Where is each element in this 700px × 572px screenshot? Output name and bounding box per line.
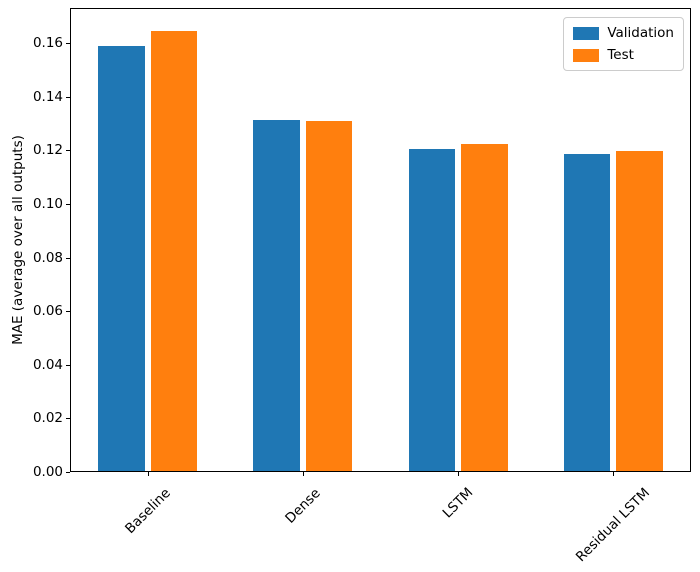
x-tick-label-lstm: LSTM [439,484,477,522]
bar-validation-baseline [98,45,145,472]
y-tick-label-0.06: 0.06 [32,303,63,320]
bar-test-lstm [461,144,508,472]
bar-test-baseline [150,31,198,472]
x-tick-label-baseline: Baseline [121,484,174,537]
y-tick-mark [66,203,70,205]
y-tick-label-0.10: 0.10 [32,195,63,212]
y-tick-mark [66,364,70,366]
x-tick-mark [302,472,304,476]
legend-swatch-test [573,48,600,62]
bar-test-residual-lstm [616,150,663,472]
legend: Validation Test [563,17,684,71]
legend-entry-validation: Validation [573,25,674,41]
y-tick-mark [66,43,70,45]
y-tick-mark [66,472,70,473]
bar-test-dense [305,121,353,472]
y-tick-label-0.04: 0.04 [32,356,63,373]
x-tick-label-residual-lstm: Residual LSTM [573,484,654,566]
legend-entry-test: Test [573,47,674,63]
y-tick-mark [66,150,70,152]
y-tick-label-0.12: 0.12 [32,142,63,159]
y-axis-title: MAE (average over all outputs) [10,135,26,345]
y-tick-label-0.16: 0.16 [32,35,63,52]
y-tick-label-0.08: 0.08 [32,249,63,266]
bar-validation-dense [253,120,300,472]
y-tick-mark [66,96,70,98]
y-tick-mark [66,311,70,313]
bar-validation-lstm [408,148,456,472]
y-tick-label-0.14: 0.14 [32,88,63,105]
legend-label-test: Test [607,47,634,63]
x-tick-mark [147,472,149,476]
x-tick-mark [613,472,615,476]
x-tick-label-dense: Dense [282,485,324,527]
y-tick-mark [66,257,70,259]
y-tick-label-0.02: 0.02 [32,410,63,427]
y-tick-mark [66,418,70,420]
bar-validation-residual-lstm [563,153,611,472]
x-tick-mark [458,472,460,476]
legend-label-validation: Validation [607,25,674,41]
y-tick-label-0.00: 0.00 [32,464,63,480]
legend-swatch-validation [573,26,600,40]
